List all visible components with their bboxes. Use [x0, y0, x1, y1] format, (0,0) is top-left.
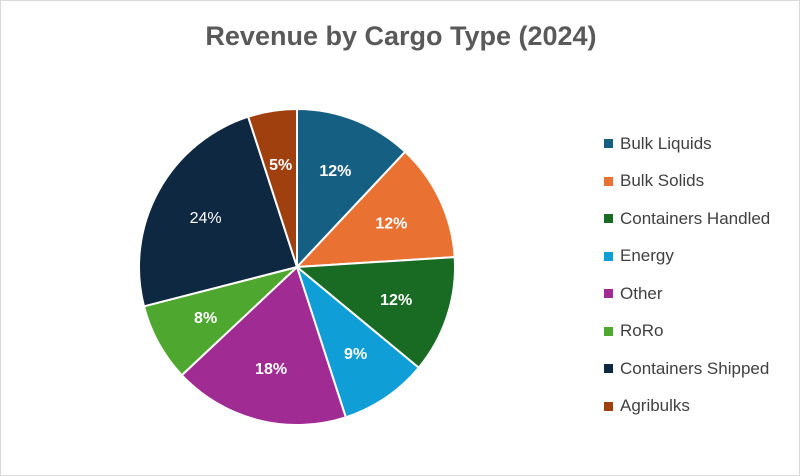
data-label: 8% [194, 310, 217, 327]
legend-item: RoRo [604, 313, 770, 351]
data-label: 18% [255, 361, 287, 378]
data-label: 9% [344, 346, 367, 363]
legend-item: Other [604, 275, 770, 313]
data-label: 12% [319, 163, 351, 180]
legend-label: Other [620, 283, 663, 303]
legend-swatch [604, 401, 613, 411]
legend-label: Agribulks [620, 396, 690, 416]
legend-swatch [604, 289, 613, 299]
legend-swatch [604, 176, 613, 186]
data-label: 24% [190, 210, 222, 227]
legend-swatch [604, 251, 613, 261]
legend-item: Bulk Solids [604, 163, 770, 201]
legend-item: Bulk Liquids [604, 125, 770, 163]
legend-label: Containers Handled [620, 208, 771, 228]
legend-item: Agribulks [604, 388, 770, 426]
legend-label: Bulk Solids [620, 171, 705, 191]
pie-slice-other [180, 265, 348, 426]
chart-title: Revenue by Cargo Type (2024) [205, 21, 597, 51]
data-label: 12% [380, 292, 412, 309]
legend: Bulk Liquids Bulk Solids Containers Handle… [604, 125, 770, 425]
pie-slice-containers-handled [294, 256, 456, 370]
pie-slice-energy [294, 264, 421, 419]
legend-swatch [604, 139, 613, 149]
data-label: 5% [269, 157, 292, 174]
legend-swatch [604, 214, 613, 224]
legend-label: Energy [620, 246, 674, 266]
legend-swatch [604, 364, 613, 374]
legend-label: RoRo [620, 321, 664, 341]
pie-slice-containers-shipped [138, 115, 299, 308]
legend-label: Containers Shipped [620, 358, 770, 378]
data-label: 12% [375, 216, 407, 233]
pie-slice-agribulks [246, 107, 298, 268]
pie-slice-bulk-liquids [296, 107, 407, 270]
legend-swatch [604, 326, 613, 336]
legend-item: Containers Handled [604, 200, 770, 238]
legend-item: Containers Shipped [604, 350, 770, 388]
pie-slice-bulk-solids [294, 150, 456, 269]
legend-item: Energy [604, 238, 770, 276]
legend-label: Bulk Liquids [620, 133, 712, 153]
